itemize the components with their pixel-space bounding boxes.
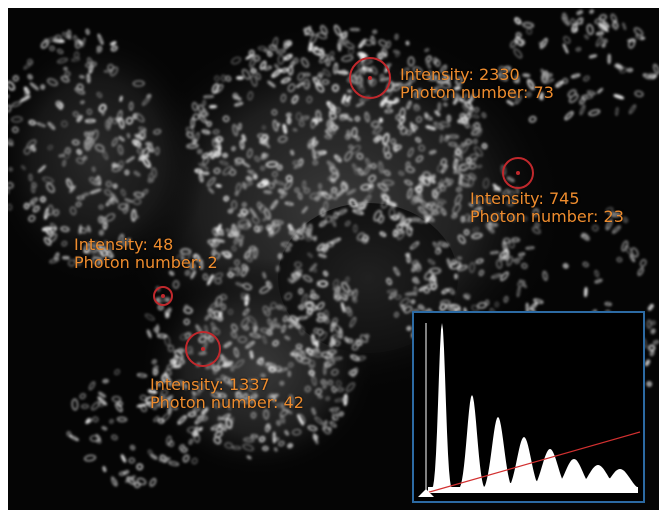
histogram-plot bbox=[414, 313, 643, 501]
marker-label-1: Intensity: 2330 Photon number: 73 bbox=[400, 66, 554, 102]
histogram-area bbox=[428, 323, 638, 493]
photon-number-text: Photon number: 42 bbox=[150, 393, 304, 412]
cell-image bbox=[8, 8, 659, 510]
origin-marker-icon bbox=[418, 489, 434, 497]
photon-histogram-inset bbox=[412, 311, 645, 503]
intensity-text: Intensity: 1337 bbox=[150, 375, 270, 394]
marker-label-2: Intensity: 745 Photon number: 23 bbox=[470, 190, 624, 226]
marker-label-4: Intensity: 1337 Photon number: 42 bbox=[150, 376, 304, 412]
intensity-text: Intensity: 745 bbox=[470, 189, 580, 208]
fluorescence-micrograph: Intensity: 2330 Photon number: 73 Intens… bbox=[8, 8, 659, 510]
marker-label-3: Intensity: 48 Photon number: 2 bbox=[74, 236, 218, 272]
photon-number-text: Photon number: 2 bbox=[74, 253, 218, 272]
photon-number-text: Photon number: 23 bbox=[470, 207, 624, 226]
intensity-text: Intensity: 48 bbox=[74, 235, 174, 254]
intensity-text: Intensity: 2330 bbox=[400, 65, 520, 84]
fit-line bbox=[425, 431, 641, 494]
photon-number-text: Photon number: 73 bbox=[400, 83, 554, 102]
